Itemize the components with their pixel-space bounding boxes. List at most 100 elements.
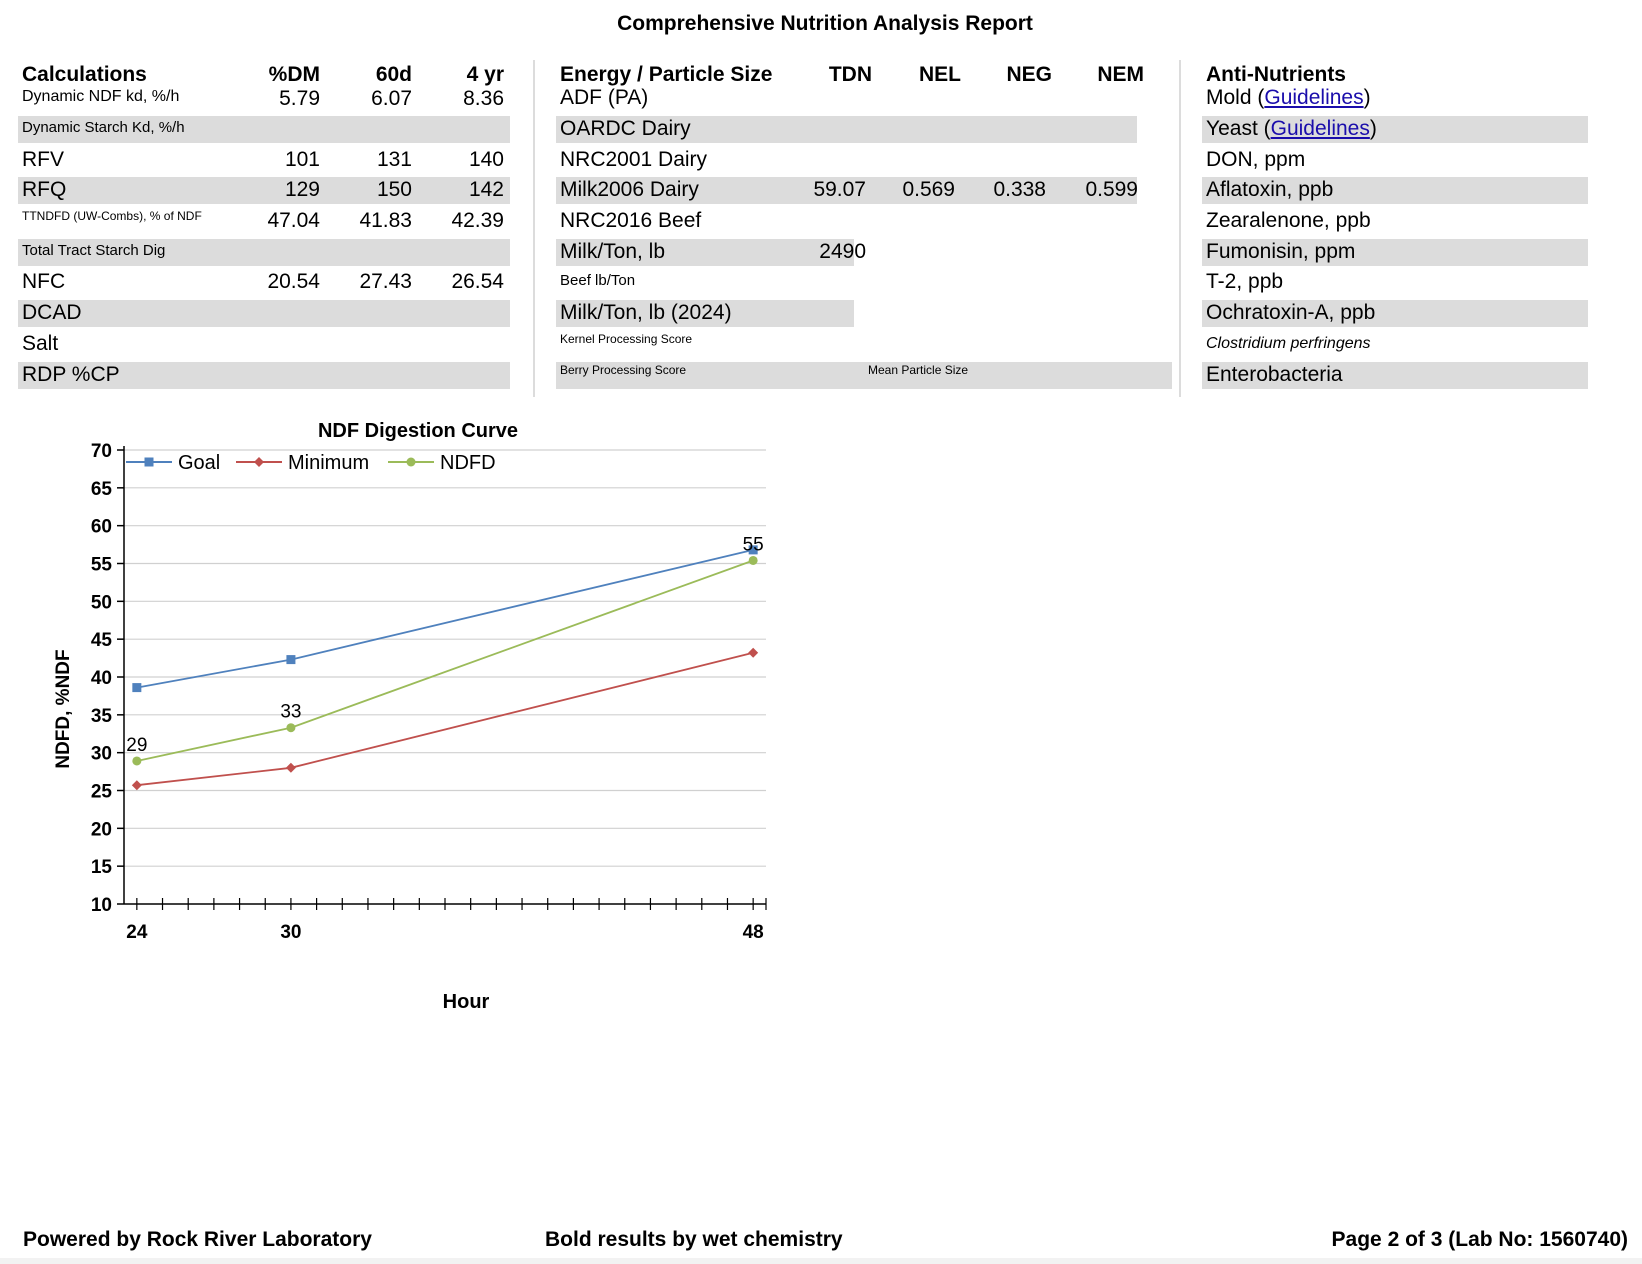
legend-item-ndfd: NDFD bbox=[388, 452, 496, 474]
legend-item-minimum: Minimum bbox=[236, 452, 369, 474]
chart-series-ndfd: 29 33 55 bbox=[126, 534, 764, 766]
calc-row-label: TTNDFD (UW-Combs), % of NDF bbox=[22, 209, 202, 224]
calculations-heading: Calculations bbox=[22, 63, 147, 86]
energy-row-label: Berry Processing Score bbox=[560, 362, 687, 377]
calc-row-label: RDP %CP bbox=[22, 362, 120, 386]
anti-row: Fumonisin, ppm bbox=[1202, 237, 1588, 268]
chart-data-label: 29 bbox=[126, 735, 147, 756]
anti-nutrients-heading: Anti-Nutrients bbox=[1206, 63, 1346, 86]
chart-point bbox=[286, 655, 296, 665]
energy-row-value: 0.569 bbox=[902, 178, 955, 202]
energy-row: NRC2016 Beef bbox=[556, 206, 1172, 237]
chart-x-tick-label: 30 bbox=[280, 922, 301, 943]
col-header-nel: NEL bbox=[919, 63, 961, 86]
chart-point bbox=[748, 545, 758, 555]
calc-row-value: 8.36 bbox=[463, 87, 504, 110]
anti-row: DON, ppm bbox=[1202, 145, 1588, 176]
chart-series-line bbox=[136, 549, 754, 689]
chart-point bbox=[285, 762, 296, 773]
chart-title: NDF Digestion Curve bbox=[318, 420, 518, 442]
calc-row-value: 142 bbox=[468, 178, 504, 202]
energy-row: Milk/Ton, lb 2490 bbox=[556, 237, 1172, 268]
chart-grid bbox=[124, 449, 766, 867]
energy-row-label: NRC2001 Dairy bbox=[560, 147, 708, 171]
anti-row-label: Enterobacteria bbox=[1206, 362, 1343, 386]
energy-row: OARDC Dairy bbox=[556, 114, 1172, 145]
calc-row-label: Dynamic NDF kd, %/h bbox=[22, 88, 180, 105]
calc-row-value: 41.83 bbox=[359, 209, 412, 233]
energy-row-value: 0.338 bbox=[993, 178, 1046, 202]
chart-y-tick-label: 55 bbox=[91, 555, 113, 576]
anti-row-label: DON, ppm bbox=[1206, 147, 1306, 171]
chart-y-axis-label: NDFD, %NDF bbox=[53, 649, 74, 768]
calc-row: NFC 20.54 27.43 26.54 bbox=[18, 267, 510, 298]
chart-y-tick-label: 50 bbox=[91, 592, 112, 613]
chart-y-tick-label: 10 bbox=[91, 895, 112, 916]
anti-row: Clostridium perfringens bbox=[1202, 329, 1588, 360]
calc-row-value: 47.04 bbox=[267, 209, 320, 233]
col-header-nem: NEM bbox=[1097, 63, 1144, 86]
chart-point bbox=[286, 723, 296, 733]
calc-row-label: NFC bbox=[22, 270, 66, 294]
chart-data-label: 55 bbox=[743, 534, 764, 555]
calc-row: RFV 101 131 140 bbox=[18, 145, 510, 176]
legend-label: NDFD bbox=[440, 452, 496, 474]
chart-y-tick-label: 25 bbox=[91, 782, 113, 803]
column-divider bbox=[533, 60, 535, 397]
anti-row: Ochratoxin-A, ppb bbox=[1202, 298, 1588, 329]
energy-row-label: Milk/Ton, lb (2024) bbox=[560, 301, 732, 325]
calc-row: TTNDFD (UW-Combs), % of NDF 47.04 41.83 42.… bbox=[18, 206, 510, 237]
yeast-label: Yeast ( bbox=[1206, 117, 1271, 140]
anti-row-label: Fumonisin, ppm bbox=[1206, 239, 1356, 263]
calc-row: Total Tract Starch Dig bbox=[18, 237, 510, 268]
calc-row-value: 27.43 bbox=[359, 270, 412, 294]
calc-row-value: 150 bbox=[376, 178, 412, 202]
chart-series-goal bbox=[132, 545, 758, 693]
energy-row-label: ADF (PA) bbox=[560, 86, 649, 109]
mold-guidelines-link[interactable]: Guidelines bbox=[1264, 86, 1364, 109]
energy-row: Beef lb/Ton bbox=[556, 267, 1172, 298]
calc-row-label: Dynamic Starch Kd, %/h bbox=[22, 119, 185, 136]
legend-item-goal: Goal bbox=[126, 452, 220, 474]
chart-series: 29 33 55 bbox=[126, 534, 764, 791]
anti-row-label: T-2, ppb bbox=[1206, 270, 1284, 294]
chart-y-tick-label: 40 bbox=[91, 668, 112, 689]
chart-x-tick-label: 48 bbox=[743, 922, 764, 943]
chart-series-line bbox=[136, 559, 754, 762]
energy-row-label: NRC2016 Beef bbox=[560, 209, 702, 233]
energy-row: Kernel Processing Score bbox=[556, 329, 1172, 360]
chart-y-tick-label: 65 bbox=[91, 479, 113, 500]
calc-row: RDP %CP bbox=[18, 360, 510, 391]
yeast-guidelines-link[interactable]: Guidelines bbox=[1270, 117, 1370, 140]
report-title: Comprehensive Nutrition Analysis Report bbox=[617, 12, 1033, 35]
energy-row-label: OARDC Dairy bbox=[560, 117, 691, 140]
calc-row: DCAD bbox=[18, 298, 510, 329]
col-header-neg: NEG bbox=[1006, 63, 1052, 86]
chart-point bbox=[254, 457, 264, 467]
chart-data-label: 33 bbox=[280, 702, 301, 723]
calc-row-label: RFV bbox=[22, 147, 64, 171]
energy-header: Energy / Particle Size TDN NEL NEG NEM A… bbox=[556, 62, 1172, 114]
anti-row-label: Clostridium perfringens bbox=[1206, 334, 1371, 352]
calc-row-value: 129 bbox=[284, 178, 320, 202]
calculations-table: Calculations %DM 60d 4 yr Dynamic NDF kd… bbox=[18, 62, 510, 390]
chart-y-tick-label: 15 bbox=[91, 857, 113, 878]
calc-row-value: 26.54 bbox=[451, 270, 504, 294]
energy-row-value: 59.07 bbox=[813, 178, 866, 202]
calc-row-value: 20.54 bbox=[267, 270, 320, 294]
chart-y-tick-label: 70 bbox=[91, 441, 112, 462]
chart-point bbox=[144, 457, 154, 467]
footer-note: Bold results by wet chemistry bbox=[545, 1228, 843, 1251]
calc-row-label: RFQ bbox=[22, 178, 67, 202]
yeast-row: Yeast (Guidelines) bbox=[1206, 117, 1377, 141]
chart-x-tick-label: 24 bbox=[126, 922, 148, 943]
footer-page-info: Page 2 of 3 (Lab No: 1560740) bbox=[1331, 1228, 1628, 1251]
chart-x-axis-label: Hour bbox=[443, 991, 490, 1013]
chart-point bbox=[748, 555, 758, 565]
legend-label: Goal bbox=[178, 452, 220, 474]
anti-row: Zearalenone, ppb bbox=[1202, 206, 1588, 237]
anti-row: T-2, ppb bbox=[1202, 267, 1588, 298]
energy-row-value: 2490 bbox=[819, 239, 866, 263]
calculations-header: Calculations %DM 60d 4 yr Dynamic NDF kd… bbox=[18, 62, 510, 114]
legend-label: Minimum bbox=[288, 452, 369, 474]
